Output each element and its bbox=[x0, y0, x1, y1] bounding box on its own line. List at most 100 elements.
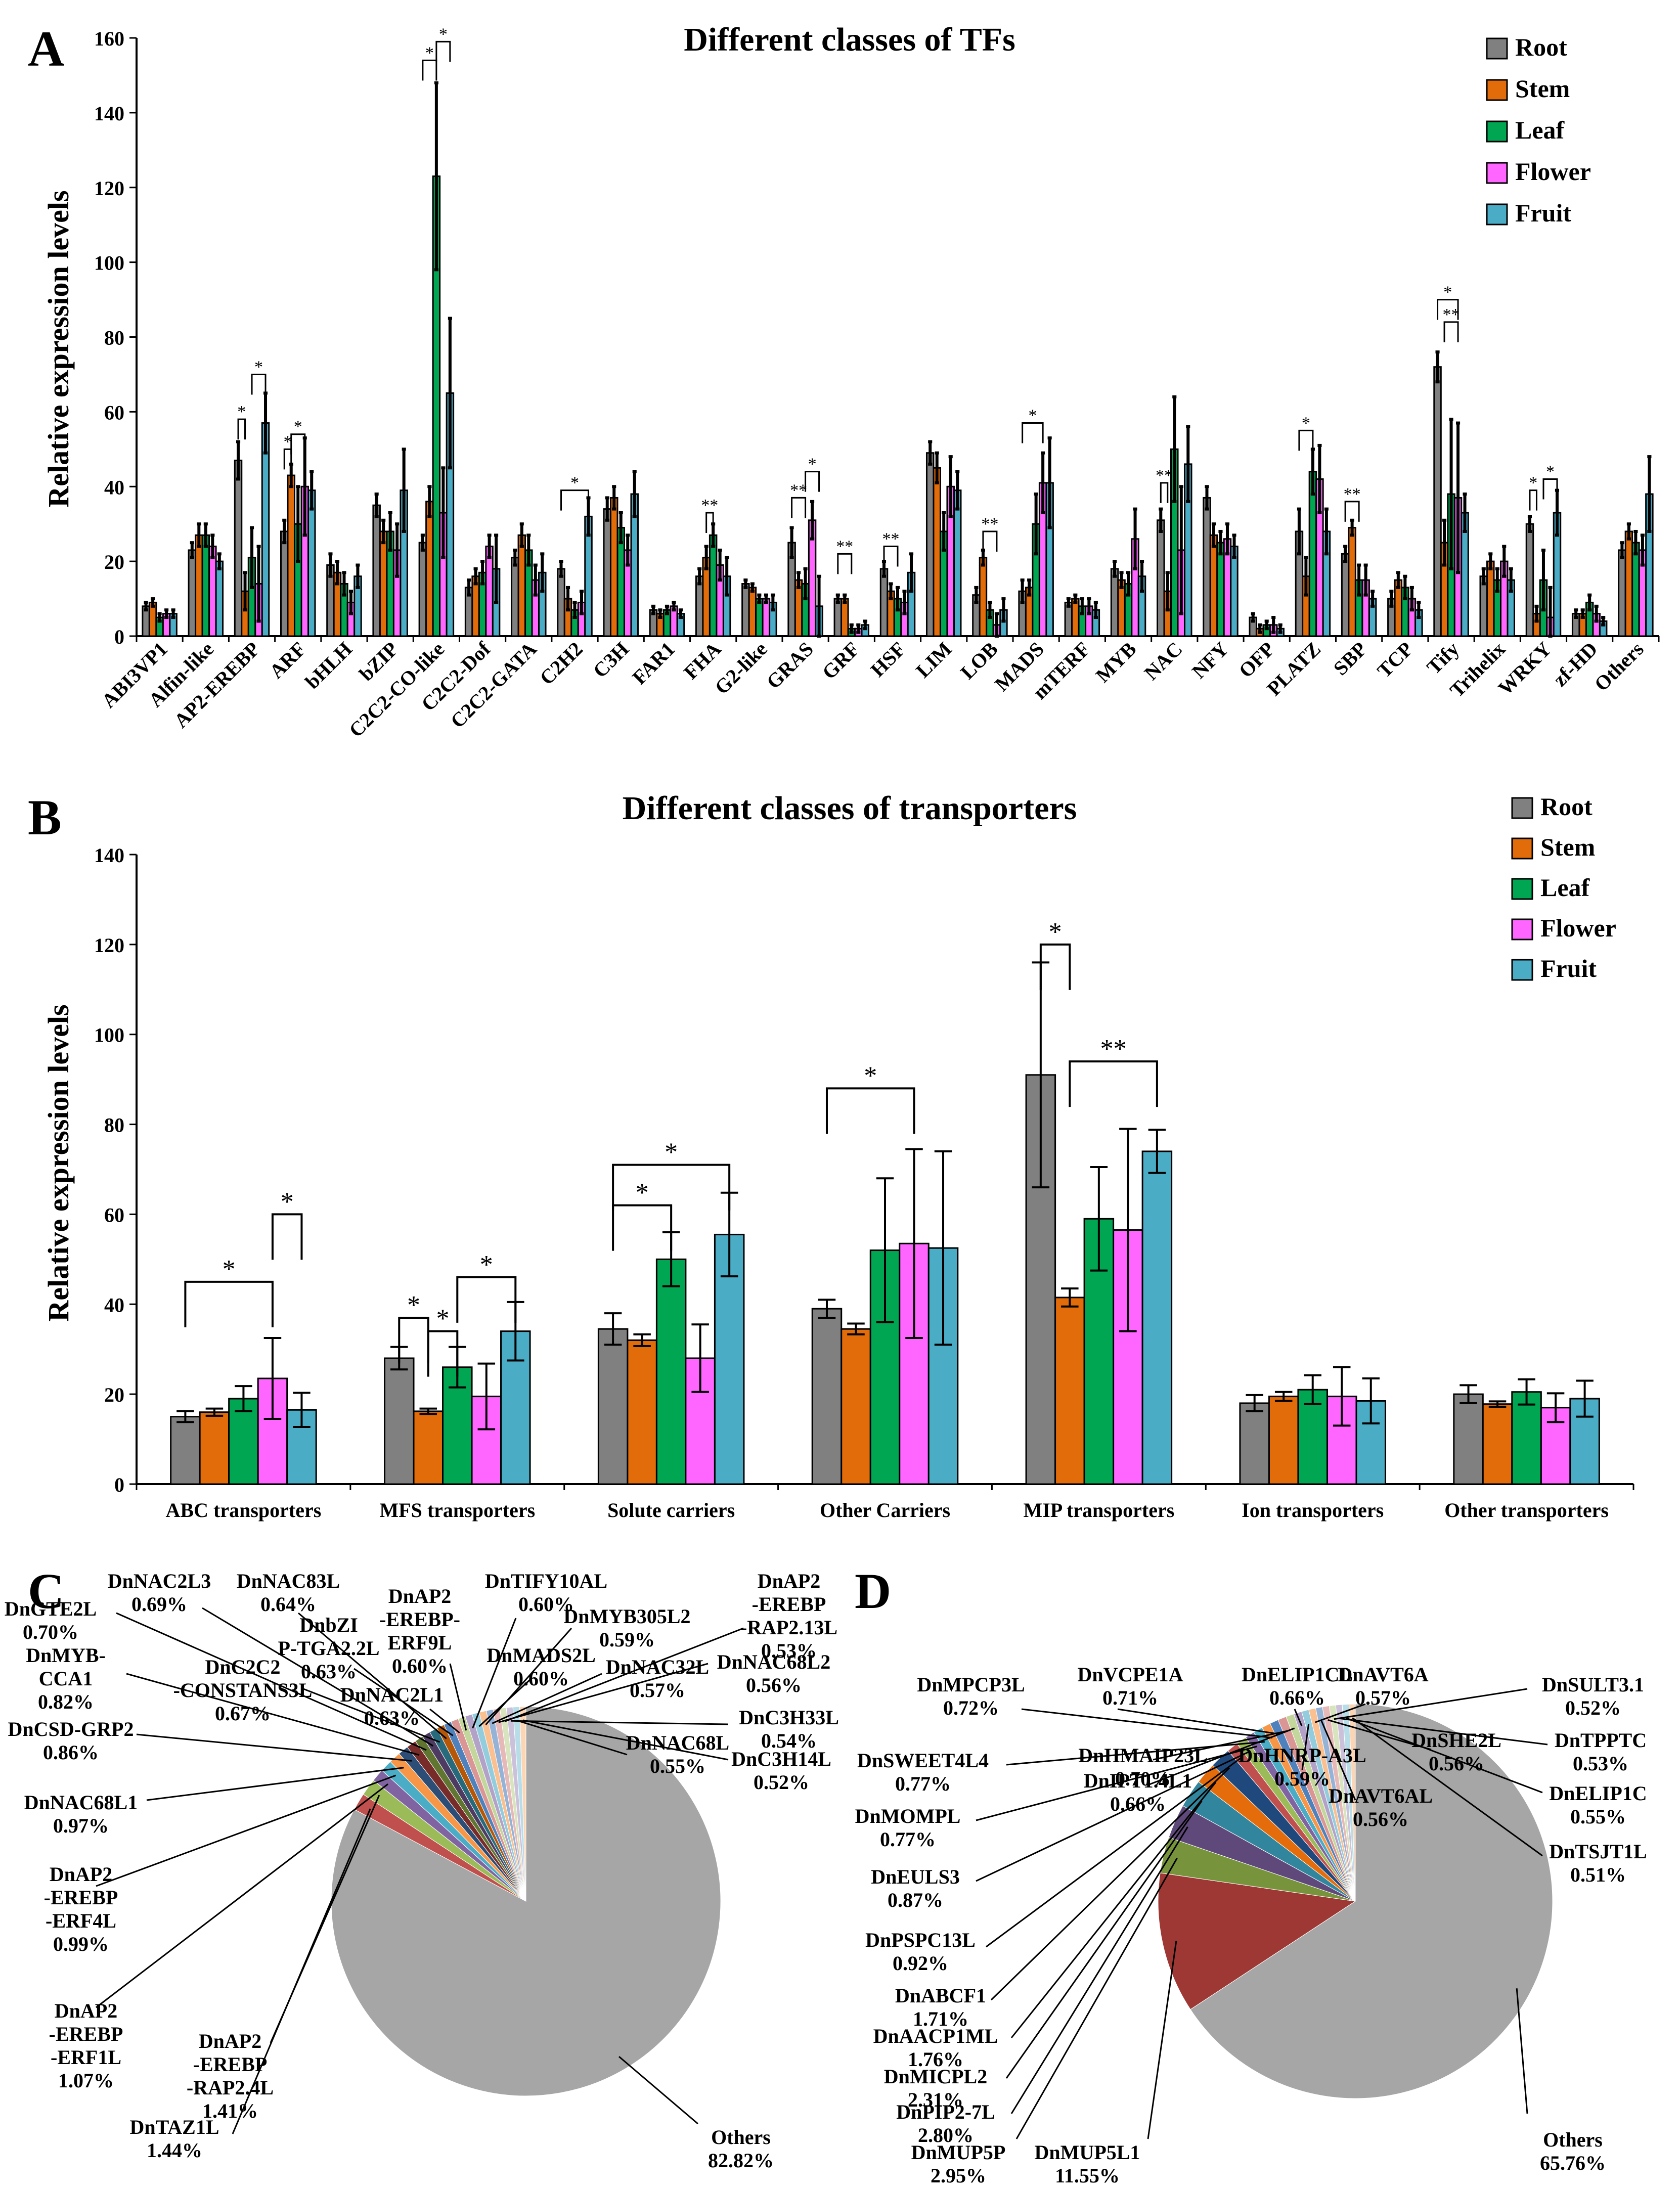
leader-line bbox=[1352, 1717, 1543, 1857]
slice-percent: 0.97% bbox=[53, 1814, 109, 1837]
bar-leaf bbox=[1511, 1391, 1542, 1485]
legend-swatch-stem bbox=[1486, 79, 1508, 101]
slice-label-part: DnNAC68L1 bbox=[24, 1791, 138, 1814]
slice-percent: 0.59% bbox=[1274, 1767, 1330, 1790]
significance-bracket bbox=[1022, 422, 1044, 443]
leader-line bbox=[504, 1627, 744, 1722]
legend-swatch-fruit bbox=[1486, 203, 1508, 226]
bar-root bbox=[372, 504, 381, 637]
slice-label-part: DnPSPC13L bbox=[865, 1929, 976, 1951]
slice-label-part: -EREBP bbox=[44, 1886, 118, 1909]
bar-root bbox=[418, 542, 427, 637]
chart-transporter-classes: Different classes of transporters Relati… bbox=[42, 790, 1634, 1522]
legend-label-flower: Flower bbox=[1515, 157, 1591, 186]
slice-label-part: DnbZI bbox=[299, 1614, 358, 1636]
pie-chart-tf-genes: DnTAZ1L1.44%DnAP2-EREBP-RAP2.4L1.41%DnAP… bbox=[5, 1570, 839, 2172]
legend-label-root: Root bbox=[1540, 792, 1593, 821]
pie-slice bbox=[1190, 1704, 1553, 2099]
x-category-label: MFS transporters bbox=[379, 1499, 535, 1522]
bar-stem bbox=[199, 1411, 230, 1485]
legend-label-stem: Stem bbox=[1515, 74, 1570, 103]
slice-label-part: DnAP2 bbox=[758, 1570, 820, 1592]
bar-root bbox=[1618, 549, 1626, 637]
slice-percent: 2.80% bbox=[918, 2124, 974, 2147]
slice-label-part: DnMICPL2 bbox=[884, 2065, 987, 2088]
slice-percent: 0.71% bbox=[1102, 1686, 1158, 1709]
significance-marker: ** bbox=[790, 481, 807, 500]
slice-percent: 0.52% bbox=[1565, 1696, 1621, 1719]
x-category-label: WRKY bbox=[1493, 637, 1556, 699]
leader-line bbox=[1328, 1719, 1432, 1751]
slice-label-part: DnNAC68L2 bbox=[717, 1650, 830, 1673]
x-category-label: ABC transporters bbox=[166, 1499, 322, 1522]
slice-percent: 0.52% bbox=[754, 1771, 809, 1794]
slice-label-part: P-TGA2.2L bbox=[278, 1637, 379, 1660]
leader-line bbox=[449, 1663, 467, 1731]
leader-line bbox=[303, 1688, 440, 1743]
panel-label-a: A bbox=[28, 21, 64, 77]
slice-label-part: DnSWEET4L4 bbox=[857, 1749, 989, 1772]
bar-root bbox=[557, 568, 565, 637]
bar-stem bbox=[1624, 530, 1633, 637]
slice-label-part: Others bbox=[1543, 2128, 1603, 2151]
bar-leaf bbox=[1297, 1389, 1328, 1485]
legend-label-stem: Stem bbox=[1540, 833, 1595, 861]
slice-percent: 0.55% bbox=[650, 1755, 705, 1777]
x-category-label: GRAS bbox=[762, 638, 818, 693]
slice-percent: 0.53% bbox=[1573, 1752, 1628, 1775]
significance-bracket bbox=[883, 546, 899, 567]
leader-line bbox=[618, 2056, 698, 2125]
bar-fruit bbox=[1141, 1150, 1173, 1485]
leader-line bbox=[516, 1719, 628, 1756]
bar-leaf bbox=[755, 598, 764, 637]
significance-marker: * bbox=[283, 432, 292, 451]
leader-line bbox=[1117, 1708, 1280, 1735]
y-tick-label: 80 bbox=[104, 1114, 124, 1137]
significance-marker: * bbox=[407, 1291, 420, 1320]
significance-marker: ** bbox=[1344, 485, 1361, 504]
x-category-label: SBP bbox=[1329, 638, 1372, 680]
bar-stem bbox=[979, 557, 988, 637]
significance-bracket bbox=[791, 497, 807, 518]
slice-percent: 0.57% bbox=[630, 1679, 685, 1702]
y-tick-label: 80 bbox=[104, 327, 124, 349]
legend-label-fruit: Fruit bbox=[1515, 199, 1571, 227]
significance-marker: * bbox=[665, 1138, 678, 1167]
slice-label-part: DnSULT3.1 bbox=[1542, 1673, 1644, 1696]
bar-stem bbox=[1268, 1396, 1299, 1485]
x-category-label: Other transporters bbox=[1444, 1499, 1609, 1522]
leader-line bbox=[1315, 1703, 1366, 1723]
significance-marker: * bbox=[808, 455, 817, 474]
leader-line bbox=[1147, 1941, 1177, 2139]
significance-marker: * bbox=[223, 1255, 236, 1284]
significance-bracket bbox=[1069, 1060, 1158, 1107]
slice-label-part: ERF9L bbox=[388, 1631, 452, 1654]
slice-label-part: DnELIP1C bbox=[1549, 1782, 1647, 1805]
bar-root bbox=[1525, 523, 1534, 637]
slice-label-part: -EREBP bbox=[752, 1593, 826, 1616]
bar-stem bbox=[1054, 1297, 1085, 1485]
slice-percent: 1.07% bbox=[58, 2069, 114, 2092]
x-category-label: C2H2 bbox=[535, 638, 587, 690]
y-tick-label: 140 bbox=[94, 844, 124, 867]
x-category-label: Ion transporters bbox=[1242, 1499, 1384, 1522]
bar-root bbox=[597, 1328, 629, 1485]
leader-line bbox=[976, 1751, 1250, 1882]
leader-line bbox=[990, 1767, 1230, 2001]
bar-flower bbox=[762, 598, 771, 637]
slice-percent: 0.54% bbox=[761, 1729, 817, 1752]
slice-label-part: DnIPT1.4L1 bbox=[1084, 1769, 1192, 1792]
slice-label-part: DnMUP5P bbox=[911, 2141, 1006, 2164]
slice-label-part: DnMPCP3L bbox=[917, 1673, 1025, 1696]
slice-label-part: DnMOMPL bbox=[855, 1805, 961, 1827]
y-tick-label: 60 bbox=[104, 401, 124, 424]
significance-marker: * bbox=[439, 25, 448, 43]
slice-percent: 0.53% bbox=[761, 1639, 817, 1662]
slice-label-part: DnEULS3 bbox=[871, 1865, 960, 1888]
slice-label-part: -RAP2.13L bbox=[740, 1616, 837, 1639]
bar-root bbox=[925, 452, 935, 637]
significance-bracket bbox=[612, 1204, 673, 1251]
x-category-label: MIP transporters bbox=[1023, 1499, 1174, 1522]
slice-label-part: DnC2C2 bbox=[205, 1656, 281, 1678]
legend-label-leaf: Leaf bbox=[1540, 873, 1590, 902]
